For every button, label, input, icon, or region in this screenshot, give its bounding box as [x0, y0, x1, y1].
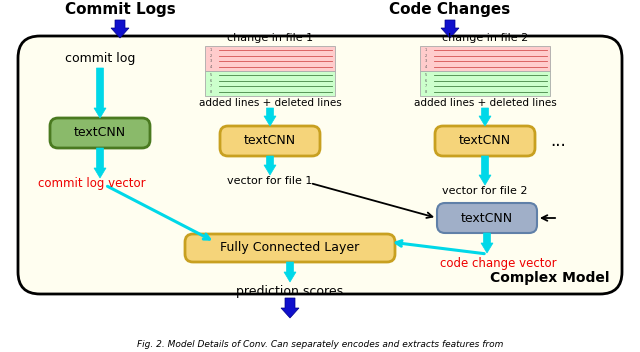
- Text: textCNN: textCNN: [461, 212, 513, 225]
- Text: 3: 3: [425, 59, 427, 63]
- Text: vector for file 2: vector for file 2: [442, 186, 528, 196]
- FancyBboxPatch shape: [420, 71, 550, 96]
- Text: added lines + deleted lines: added lines + deleted lines: [198, 98, 341, 108]
- Polygon shape: [264, 108, 276, 126]
- Text: vector for file 1: vector for file 1: [227, 176, 313, 186]
- Text: Complex Model: Complex Model: [490, 271, 610, 285]
- FancyBboxPatch shape: [50, 118, 150, 148]
- Polygon shape: [481, 233, 493, 253]
- FancyBboxPatch shape: [437, 203, 537, 233]
- Polygon shape: [94, 148, 106, 178]
- Text: added lines + deleted lines: added lines + deleted lines: [413, 98, 556, 108]
- Text: 7: 7: [210, 84, 212, 88]
- Text: code change vector: code change vector: [440, 258, 557, 270]
- Text: 3: 3: [210, 59, 212, 63]
- Text: 5: 5: [210, 73, 212, 77]
- Polygon shape: [264, 156, 276, 175]
- Text: Code Changes: Code Changes: [389, 2, 511, 17]
- Text: commit log vector: commit log vector: [38, 176, 146, 189]
- Text: 6: 6: [425, 78, 427, 83]
- Text: change in file 1: change in file 1: [227, 33, 313, 43]
- FancyBboxPatch shape: [420, 46, 550, 71]
- FancyBboxPatch shape: [18, 36, 622, 294]
- FancyBboxPatch shape: [205, 46, 335, 71]
- Text: textCNN: textCNN: [244, 134, 296, 147]
- Text: commit log: commit log: [65, 52, 135, 65]
- Text: Fig. 2. Model Details of Conv. Can separately encodes and extracts features from: Fig. 2. Model Details of Conv. Can separ…: [137, 340, 503, 349]
- Text: 4: 4: [210, 65, 212, 69]
- Text: change in file 2: change in file 2: [442, 33, 528, 43]
- Polygon shape: [281, 298, 299, 318]
- Text: textCNN: textCNN: [459, 134, 511, 147]
- Text: prediction scores: prediction scores: [236, 285, 344, 298]
- Text: 5: 5: [425, 73, 427, 77]
- Text: Commit Logs: Commit Logs: [65, 2, 175, 17]
- Polygon shape: [441, 20, 459, 38]
- Text: 7: 7: [425, 84, 427, 88]
- FancyBboxPatch shape: [220, 126, 320, 156]
- Text: 8: 8: [425, 90, 427, 94]
- Text: 1: 1: [210, 48, 212, 52]
- Polygon shape: [111, 20, 129, 38]
- Text: 8: 8: [210, 90, 212, 94]
- Text: 1: 1: [425, 48, 427, 52]
- Text: 2: 2: [425, 54, 427, 58]
- FancyBboxPatch shape: [435, 126, 535, 156]
- Text: textCNN: textCNN: [74, 126, 126, 139]
- Text: 4: 4: [425, 65, 427, 69]
- Text: ...: ...: [550, 132, 566, 150]
- Text: 2: 2: [210, 54, 212, 58]
- FancyBboxPatch shape: [185, 234, 395, 262]
- Polygon shape: [94, 68, 106, 118]
- Text: 6: 6: [210, 78, 212, 83]
- Text: Fully Connected Layer: Fully Connected Layer: [220, 241, 360, 254]
- Polygon shape: [284, 262, 296, 282]
- FancyBboxPatch shape: [205, 71, 335, 96]
- Polygon shape: [479, 156, 491, 185]
- Polygon shape: [479, 108, 491, 126]
